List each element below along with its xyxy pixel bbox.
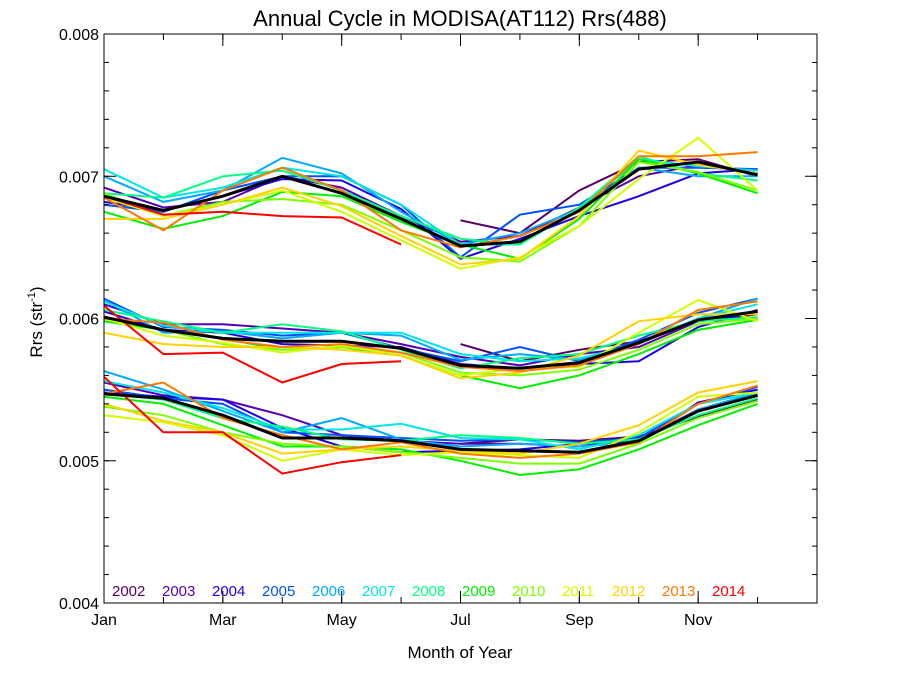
x-tick-label: Jan	[91, 612, 117, 629]
mean-line-band-2	[103, 309, 758, 370]
x-axis-label: Month of Year	[408, 643, 513, 662]
y-axis-label: Rrs (str-1)	[26, 286, 46, 357]
series-line-2003-band-2	[103, 303, 758, 367]
y-tick-label: 0.004	[59, 596, 99, 613]
series-line-2012-band-1	[104, 149, 758, 266]
series-line-2008-band-1	[103, 155, 758, 246]
legend-entry-2004: 2004	[212, 583, 245, 600]
plot-lines	[103, 136, 759, 477]
y-tick-label: 0.008	[59, 27, 99, 44]
legend-entry-2014: 2014	[712, 583, 745, 600]
plot-frame	[103, 33, 818, 604]
legend-entry-2008: 2008	[412, 583, 445, 600]
chart-title: Annual Cycle in MODISA(AT112) Rrs(488)	[253, 6, 667, 31]
legend-entry-2003: 2003	[162, 583, 195, 600]
series-line-2005-band-3	[103, 385, 758, 444]
y-axis-label-sup: -1	[26, 292, 38, 302]
legend-entry-2010: 2010	[512, 583, 545, 600]
x-tick-label: Sep	[565, 612, 594, 629]
series-line-2012-band-2	[103, 313, 758, 380]
series-line-2010-band-1	[103, 160, 758, 263]
mean-line-band-3	[103, 392, 758, 454]
series-line-2014-band-3	[103, 376, 402, 475]
legend-entry-2006: 2006	[312, 583, 345, 600]
y-axis-label-end: )	[27, 286, 46, 292]
y-tick-label: 0.006	[59, 312, 99, 329]
legend-entry-2013: 2013	[662, 583, 695, 600]
series-line-2004-band-1	[103, 168, 758, 260]
x-tick-label: Mar	[209, 612, 237, 629]
series-line-2007-band-1	[103, 158, 758, 246]
mean-line-band-1	[103, 160, 758, 248]
svg-text:Rrs (str-1): Rrs (str-1)	[26, 286, 46, 357]
x-tick-label: Nov	[684, 612, 712, 629]
series-line-2007-band-3	[103, 380, 758, 451]
y-axis-label-main: Rrs (str	[27, 302, 46, 358]
series-line-2014-band-1	[103, 195, 402, 246]
legend-entry-2007: 2007	[362, 583, 395, 600]
legend-entry-2005: 2005	[262, 583, 295, 600]
legend-entry-2002: 2002	[112, 583, 145, 600]
x-tick-label: Jul	[450, 612, 470, 629]
series-line-2005-band-2	[103, 297, 758, 363]
y-tick-label: 0.007	[59, 169, 99, 186]
series-line-2011-band-2	[103, 298, 758, 377]
y-tick-label: 0.005	[59, 454, 99, 471]
legend-entry-2012: 2012	[612, 583, 645, 600]
x-tick-label: May	[327, 612, 357, 629]
legend-entry-2009: 2009	[462, 583, 495, 600]
series-line-2002-band-1	[460, 158, 758, 235]
axis-ticks: Jan Mar May Jul Sep Nov 0.004 0.005 0.006 0.007 0.…	[59, 27, 818, 629]
legend-entry-2011: 2011	[562, 583, 594, 600]
legend: 2002 2003 2004 2005 2006 2007 2008 2009 2010 2011…	[112, 583, 745, 600]
series-line-2014-band-2	[103, 304, 402, 384]
